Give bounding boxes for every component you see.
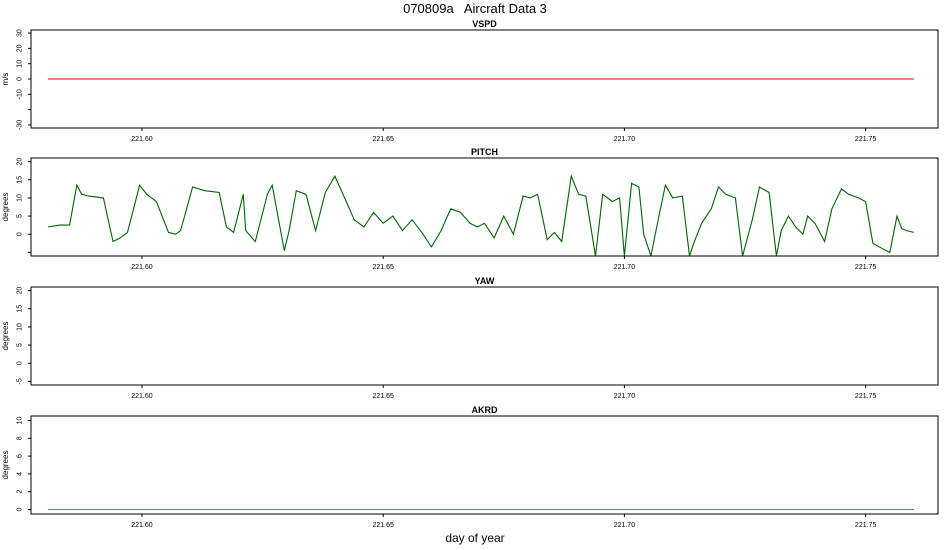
pitch-y-tick-label: 15 [17, 176, 24, 184]
pitch-y-tick-label: 10 [17, 194, 24, 202]
akrd-panel: AKRD degrees 221.60 221.65 221.70 221.75 0 2 4 6 8… [1, 405, 939, 529]
vspd-y-tick-label: -10 [17, 89, 24, 99]
yaw-x-tick-label: 221.70 [614, 393, 636, 400]
akrd-x-tick-label: 221.65 [372, 522, 394, 529]
yaw-y-tick-label: -5 [17, 378, 24, 384]
vspd-y-tick-label: 10 [17, 60, 24, 68]
vspd-x-tick-label: 221.60 [131, 136, 153, 143]
yaw-y-tick-label: 10 [17, 323, 24, 331]
yaw-panel-title: YAW [475, 276, 495, 286]
yaw-x-tick-label: 221.75 [855, 393, 877, 400]
akrd-x-tick-label: 221.60 [131, 522, 153, 529]
yaw-y-axis-label: degrees [1, 322, 10, 351]
akrd-y-tick-label: 8 [17, 436, 24, 440]
akrd-y-tick-label: 0 [17, 507, 24, 511]
akrd-y-tick-label: 2 [17, 490, 24, 494]
akrd-panel-title: AKRD [472, 405, 498, 415]
pitch-y-axis-label: degrees [1, 193, 10, 222]
pitch-plot-frame [30, 157, 939, 257]
yaw-panel: YAW degrees 221.60 221.65 221.70 221.75 -5 0 5 10… [1, 276, 939, 400]
akrd-x-tick-label: 221.75 [855, 522, 877, 529]
vspd-x-tick-label: 221.70 [614, 136, 636, 143]
pitch-x-tick-label: 221.75 [855, 264, 877, 271]
akrd-y-tick-label: 4 [17, 472, 24, 476]
figure-title: 070809a Aircraft Data 3 [403, 1, 547, 16]
yaw-plot-frame [30, 286, 939, 386]
pitch-panel: PITCH degrees 221.60 221.65 221.70 221.75 0 5 10… [1, 147, 939, 271]
akrd-y-tick-label: 10 [17, 416, 24, 424]
yaw-x-tick-label: 221.65 [372, 393, 394, 400]
pitch-x-tick-label: 221.60 [131, 264, 153, 271]
yaw-y-tick-label: 0 [17, 361, 24, 365]
pitch-y-tick-label: 0 [17, 232, 24, 236]
pitch-panel-title: PITCH [471, 147, 498, 157]
pitch-x-tick-label: 221.65 [372, 264, 394, 271]
yaw-y-tick-label: 5 [17, 343, 24, 347]
yaw-x-tick-label: 221.60 [131, 393, 153, 400]
vspd-y-tick-label: 20 [17, 44, 24, 52]
akrd-y-tick-label: 6 [17, 454, 24, 458]
pitch-y-tick-label: 20 [17, 158, 24, 166]
akrd-plot-frame [30, 415, 939, 515]
vspd-x-tick-label: 221.65 [372, 136, 394, 143]
akrd-y-axis-label: degrees [1, 451, 10, 480]
vspd-panel-title: VSPD [472, 19, 497, 29]
vspd-panel: VSPD m/s 221.60 221.65 221.70 221.75 -30 -10 0 10… [1, 19, 939, 143]
vspd-y-tick-label: -30 [17, 120, 24, 130]
vspd-y-tick-label: 30 [17, 29, 24, 37]
x-axis-title: day of year [445, 531, 505, 545]
yaw-y-tick-label: 15 [17, 305, 24, 313]
pitch-y-tick-label: 5 [17, 214, 24, 218]
vspd-x-tick-label: 221.75 [855, 136, 877, 143]
pitch-series-line [47, 174, 915, 256]
vspd-y-tick-label: 0 [17, 77, 24, 81]
vspd-y-axis-label: m/s [1, 73, 10, 86]
pitch-x-tick-label: 221.70 [614, 264, 636, 271]
yaw-y-tick-label: 20 [17, 287, 24, 295]
akrd-x-tick-label: 221.70 [614, 522, 636, 529]
